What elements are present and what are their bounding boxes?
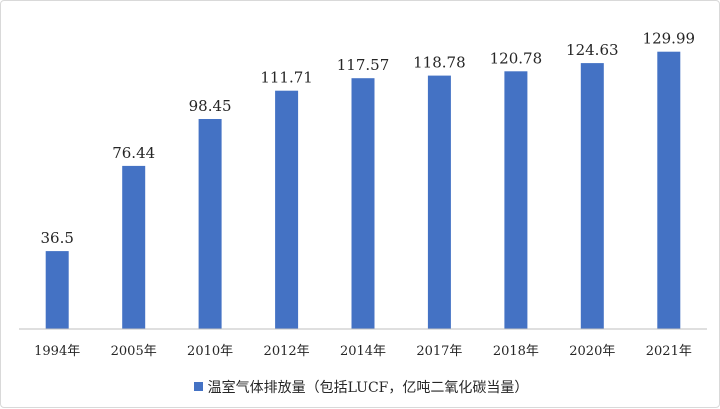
- data-label-4: 117.57: [337, 56, 390, 74]
- x-tick-label-4: 2014年: [340, 344, 386, 359]
- data-label-6: 120.78: [490, 49, 543, 67]
- data-label-8: 129.99: [643, 30, 696, 48]
- data-label-2: 98.45: [189, 97, 232, 115]
- x-tick-label-1: 2005年: [111, 344, 157, 359]
- data-label-3: 111.71: [260, 69, 313, 87]
- bar-2: [198, 119, 222, 329]
- legend: 温室气体排放量（包括LUCF，亿吨二氧化碳当量）: [1, 377, 720, 397]
- data-label-0: 36.5: [40, 229, 73, 247]
- legend-swatch: [193, 382, 203, 391]
- data-label-1: 76.44: [112, 144, 155, 162]
- x-tick-label-5: 2017年: [416, 344, 462, 359]
- bars-group: [45, 51, 681, 330]
- x-tick-label-0: 1994年: [34, 344, 80, 359]
- x-tick-labels-group: 1994年 2005年 2010年 2012年 2014年 2017年 2018年 2020年…: [34, 344, 692, 359]
- x-tick-label-2: 2010年: [187, 344, 233, 359]
- x-tick-label-3: 2012年: [264, 344, 310, 359]
- bar-5: [427, 75, 451, 329]
- legend-label: 温室气体排放量（包括LUCF，亿吨二氧化碳当量）: [207, 380, 529, 396]
- bar-0: [45, 251, 69, 329]
- bar-1: [122, 165, 146, 329]
- data-label-5: 118.78: [413, 54, 466, 72]
- x-tick-label-8: 2021年: [646, 344, 692, 359]
- data-labels-group: 36.5 76.44 98.45 111.71 117.57 118.78 120.78 12…: [40, 30, 695, 247]
- bar-6: [504, 71, 528, 330]
- bar-7: [580, 63, 604, 329]
- bar-8: [657, 51, 681, 329]
- data-label-7: 124.63: [566, 41, 619, 59]
- x-tick-label-7: 2020年: [569, 344, 615, 359]
- bar-4: [351, 78, 375, 329]
- bar-3: [275, 90, 299, 329]
- x-tick-label-6: 2018年: [493, 344, 539, 359]
